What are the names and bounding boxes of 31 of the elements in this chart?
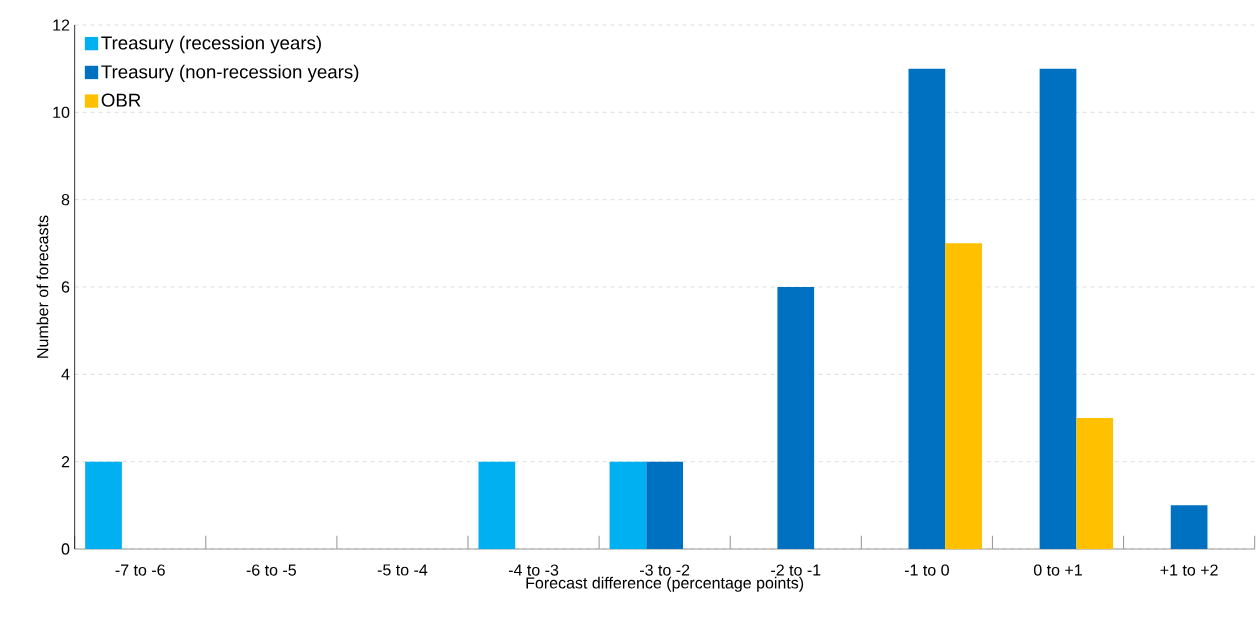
x-tick-label: 0 to +1 bbox=[1033, 564, 1082, 576]
bar bbox=[646, 461, 684, 549]
y-tick-label: 10 bbox=[53, 106, 70, 118]
legend-label: Treasury (recession years) bbox=[101, 35, 321, 54]
legend-label: OBR bbox=[101, 93, 141, 107]
x-tick-label: -2 to -1 bbox=[771, 564, 821, 576]
x-tick-label: -4 to -3 bbox=[508, 564, 559, 576]
x-tick-label: -6 to -5 bbox=[246, 564, 296, 576]
bar bbox=[777, 287, 815, 549]
bar bbox=[1170, 505, 1208, 549]
bar bbox=[85, 461, 122, 549]
y-tick-label: 2 bbox=[61, 456, 70, 468]
bar bbox=[609, 461, 647, 549]
y-tick-label: 8 bbox=[61, 194, 70, 206]
y-tick-label: 0 bbox=[61, 543, 70, 555]
y-tick-label: 12 bbox=[53, 19, 70, 31]
x-tick-label: -5 to -4 bbox=[377, 564, 428, 576]
y-axis-title: Number of forecasts bbox=[36, 215, 49, 358]
y-tick-label: 4 bbox=[61, 368, 70, 380]
bar bbox=[1039, 68, 1077, 549]
y-tick-label: 6 bbox=[61, 281, 70, 293]
x-tick-label: -7 to -6 bbox=[115, 564, 165, 576]
x-tick-label: -3 to -2 bbox=[640, 564, 690, 576]
legend-label: Treasury (non-recession years) bbox=[101, 64, 359, 83]
bar bbox=[1076, 418, 1114, 549]
bar bbox=[478, 461, 516, 549]
x-tick-label: -1 to 0 bbox=[904, 564, 949, 576]
x-axis-title: Forecast difference (percentage points) bbox=[526, 576, 804, 592]
x-tick-label: +1 to +2 bbox=[1160, 564, 1218, 576]
bar bbox=[945, 243, 982, 549]
bar bbox=[908, 68, 946, 549]
